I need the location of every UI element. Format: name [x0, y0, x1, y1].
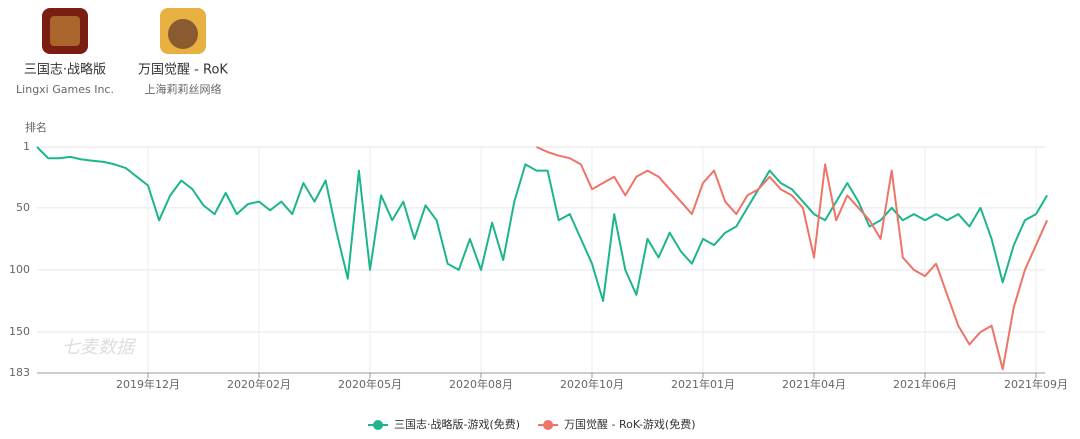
legend-label: 三国志·战略版-游戏(免费) [394, 417, 520, 431]
legend-marker [373, 420, 383, 430]
x-tick-label: 2020年08月 [449, 377, 513, 391]
y-axis-label: 排名 [25, 120, 47, 134]
y-tick-label: 100 [9, 263, 30, 276]
x-tick-label: 2021年06月 [893, 377, 957, 391]
y-tick-label: 1 [23, 140, 30, 153]
app-developer: 上海莉莉丝网络 [145, 82, 222, 96]
y-tick-label: 183 [9, 366, 30, 379]
x-tick-label: 2021年09月 [1004, 377, 1068, 391]
app-developer: Lingxi Games Inc. [16, 83, 114, 96]
y-tick-label: 150 [9, 325, 30, 338]
x-tick-label: 2021年01月 [671, 377, 735, 391]
app-icon-detail [168, 19, 198, 49]
x-tick-label: 2020年02月 [227, 377, 291, 391]
x-tick-label: 2019年12月 [116, 377, 180, 391]
watermark: 七麦数据 [62, 337, 137, 358]
x-tick-label: 2021年04月 [782, 377, 846, 391]
app-name: 三国志·战略版 [24, 62, 106, 78]
series-line [536, 146, 1049, 371]
app-icon-detail [50, 16, 80, 46]
legend-marker [543, 420, 554, 430]
series-line [36, 146, 1048, 302]
app-name: 万国觉醒 - RoK [138, 63, 228, 78]
y-tick-label: 50 [16, 201, 30, 214]
x-tick-label: 2020年05月 [338, 377, 402, 391]
x-tick-label: 2020年10月 [560, 377, 624, 391]
legend-label: 万国觉醒 - RoK-游戏(免费) [564, 417, 695, 431]
